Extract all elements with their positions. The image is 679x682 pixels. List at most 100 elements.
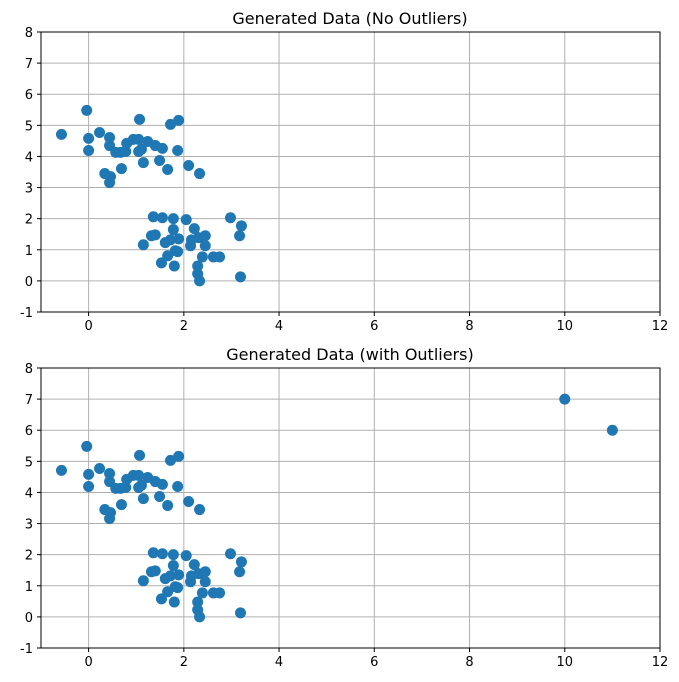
x-tick-label: 2 [180,655,188,670]
data-point [168,596,180,608]
x-tick-label: 8 [465,319,473,334]
data-point [173,114,185,126]
data-point [83,468,95,480]
data-point [81,440,93,452]
data-point [185,240,197,252]
data-point [167,549,179,561]
data-point [188,559,200,571]
y-tick-label: -1 [20,642,33,657]
chart-title-bottom: Generated Data (with Outliers) [226,345,473,364]
data-point [156,212,168,224]
data-point [199,576,211,588]
data-point [180,550,192,562]
data-point [196,251,208,263]
y-tick-label: 1 [25,244,33,259]
data-point [173,569,185,581]
data-point [149,565,161,577]
y-tick-label: 0 [25,275,33,290]
data-point [162,500,174,512]
data-point [156,142,168,154]
data-point [167,213,179,225]
data-point [83,481,95,493]
data-point [83,132,95,144]
chart-title-top: Generated Data (No Outliers) [232,9,467,28]
axes-frame [40,31,661,313]
y-tick-label: 0 [25,611,33,626]
x-tick-label: 8 [465,655,473,670]
data-point [133,469,145,481]
y-tick-label: 1 [25,580,33,595]
data-point [147,547,159,559]
data-point [196,587,208,599]
data-point [155,257,167,269]
y-tick-label: 3 [25,182,33,197]
data-point [194,504,206,516]
data-point [199,566,211,578]
data-point [172,145,184,157]
data-point [185,576,197,588]
data-point [180,214,192,226]
x-tick-label: 10 [556,655,573,670]
data-point [225,548,237,560]
data-point [234,230,246,242]
data-point [115,499,127,511]
y-tick-label: 7 [25,57,33,72]
data-point [173,233,185,245]
data-point [168,260,180,272]
data-point [137,575,149,587]
data-point [162,586,174,598]
x-tick-label: 2 [180,319,188,334]
data-point [235,556,247,568]
x-tick-label: 0 [84,319,92,334]
data-point [192,596,204,608]
data-point [199,230,211,242]
data-point [214,587,226,599]
y-tick-label: 3 [25,518,33,533]
data-point [172,481,184,493]
data-point [156,478,168,490]
y-tick-label: 4 [25,486,33,501]
y-tick-label: 2 [25,549,33,564]
data-point [134,449,146,461]
x-tick-label: 4 [275,319,283,334]
data-point [134,113,146,125]
x-tick-label: 12 [652,319,669,334]
data-point [214,251,226,263]
data-point [167,224,179,236]
data-point [135,143,147,155]
x-tick-label: 12 [652,655,669,670]
data-point [194,168,206,180]
data-point [199,240,211,252]
data-point [55,128,67,140]
data-point [183,495,195,507]
x-tick-label: 6 [370,655,378,670]
data-point [165,570,177,582]
data-point [120,145,132,157]
data-point [606,424,618,436]
y-tick-label: 4 [25,150,33,165]
data-point [55,464,67,476]
data-point [235,220,247,232]
data-point [235,607,247,619]
x-tick-label: 6 [370,319,378,334]
x-tick-label: 4 [275,655,283,670]
data-point [234,566,246,578]
data-point [137,157,149,169]
data-point [165,234,177,246]
data-point [154,154,166,166]
data-point [192,260,204,272]
data-point [183,159,195,171]
data-point [172,582,184,594]
y-tick-label: 6 [25,88,33,103]
data-point [173,450,185,462]
y-tick-label: 6 [25,424,33,439]
x-tick-label: 0 [84,655,92,670]
x-tick-label: 10 [556,319,573,334]
data-point [137,239,149,251]
data-point [81,104,93,116]
data-point [194,275,206,287]
y-tick-label: 2 [25,213,33,228]
